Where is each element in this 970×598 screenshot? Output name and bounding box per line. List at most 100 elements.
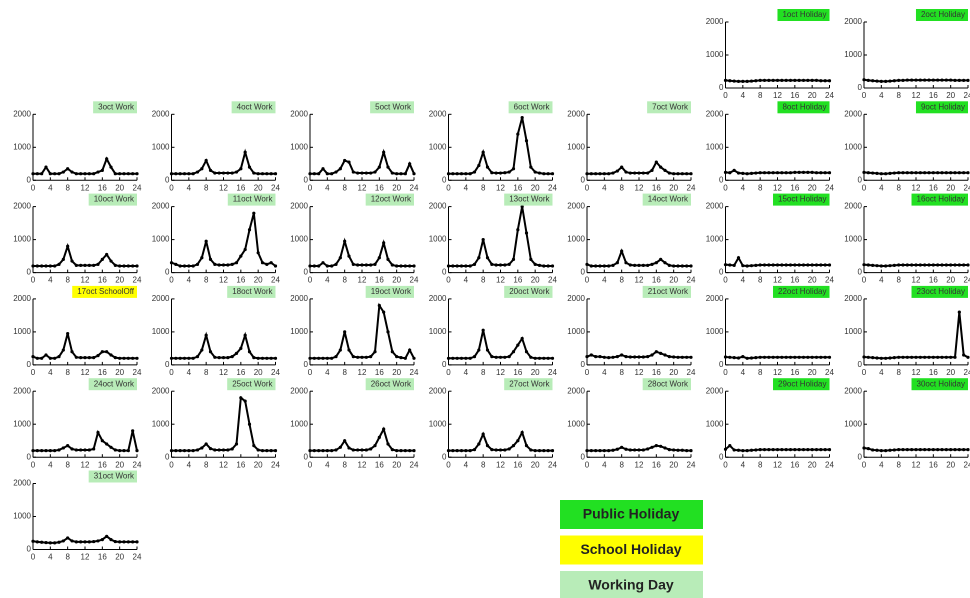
point (490, 355, 494, 359)
point (208, 257, 213, 261)
y-tick-label: 1000 (706, 419, 724, 428)
x-tick-label: 12 (912, 183, 921, 192)
point (399, 356, 403, 360)
point (923, 263, 927, 267)
point (754, 171, 758, 175)
x-tick-label: 20 (946, 276, 955, 285)
x-tick-label: 16 (236, 368, 245, 377)
x-tick-label: 12 (219, 368, 228, 377)
point (321, 449, 325, 453)
y-tick-label: 2000 (290, 294, 308, 303)
point (888, 356, 892, 360)
point (784, 355, 788, 359)
day-label-box (231, 101, 276, 114)
point (823, 448, 827, 452)
point (879, 264, 883, 268)
point (382, 241, 386, 245)
point (546, 449, 550, 453)
point (343, 239, 347, 243)
point (793, 263, 797, 267)
point (927, 355, 931, 359)
panel: 0 1000 2000 0 4 8 12 16 20 24 14oct Work (567, 193, 696, 285)
point (944, 355, 948, 359)
point (100, 257, 104, 261)
point (875, 356, 879, 360)
point (87, 172, 91, 176)
point (546, 172, 550, 176)
x-tick-label: 16 (98, 368, 107, 377)
point (758, 263, 762, 267)
point (866, 171, 870, 175)
x-tick-label: 20 (254, 368, 263, 377)
point (866, 355, 870, 359)
x-tick-label: 16 (652, 368, 661, 377)
y-tick-label: 1000 (844, 327, 862, 336)
point (373, 444, 377, 448)
x-tick-label: 16 (513, 276, 522, 285)
day-label-box (911, 378, 968, 391)
point (633, 355, 637, 359)
point (494, 355, 498, 359)
point (446, 172, 451, 176)
point (87, 540, 91, 544)
profile-line (863, 311, 969, 360)
y-tick-label: 0 (442, 268, 447, 277)
point (788, 78, 793, 83)
point (226, 171, 230, 175)
point (732, 168, 736, 172)
point (356, 355, 360, 359)
point (243, 150, 247, 154)
day-label-box (508, 101, 553, 114)
point (195, 170, 200, 174)
point (598, 264, 602, 268)
point (57, 448, 61, 452)
point (745, 172, 749, 176)
point (481, 432, 485, 436)
point (646, 355, 650, 359)
point (174, 449, 178, 453)
y-tick-label: 1000 (13, 327, 31, 336)
point (736, 79, 741, 83)
point (208, 168, 213, 172)
point (775, 78, 780, 83)
y-tick-label: 2000 (290, 202, 308, 211)
point (771, 263, 775, 267)
point (273, 264, 278, 268)
point (594, 449, 598, 453)
point (468, 356, 472, 360)
point (918, 171, 922, 175)
x-tick-label: 4 (741, 368, 746, 377)
x-tick-label: 0 (308, 183, 313, 192)
point (343, 158, 347, 163)
point (308, 264, 312, 268)
point (109, 538, 113, 542)
point (862, 78, 866, 82)
point (369, 355, 373, 359)
point (767, 171, 771, 175)
point (888, 448, 892, 452)
point (74, 263, 78, 267)
point (490, 171, 494, 175)
point (507, 262, 511, 266)
point (269, 172, 273, 176)
x-tick-label: 12 (635, 183, 644, 192)
profile-line (310, 237, 414, 267)
point (663, 353, 667, 357)
point (247, 350, 252, 354)
x-tick-label: 24 (825, 183, 834, 192)
x-tick-label: 8 (758, 460, 763, 469)
legend-swatch (560, 571, 703, 598)
point (408, 162, 412, 166)
point (446, 264, 451, 268)
panel: 0 1000 2000 0 4 8 12 16 20 24 10oct Work (13, 193, 142, 285)
point (446, 356, 451, 360)
y-tick-label: 2000 (152, 109, 170, 118)
point (611, 171, 615, 175)
point (459, 449, 464, 453)
point (659, 257, 663, 261)
y-tick-label: 1000 (429, 235, 447, 244)
point (252, 444, 256, 448)
point (957, 171, 961, 175)
point (767, 448, 771, 452)
point (364, 263, 368, 267)
